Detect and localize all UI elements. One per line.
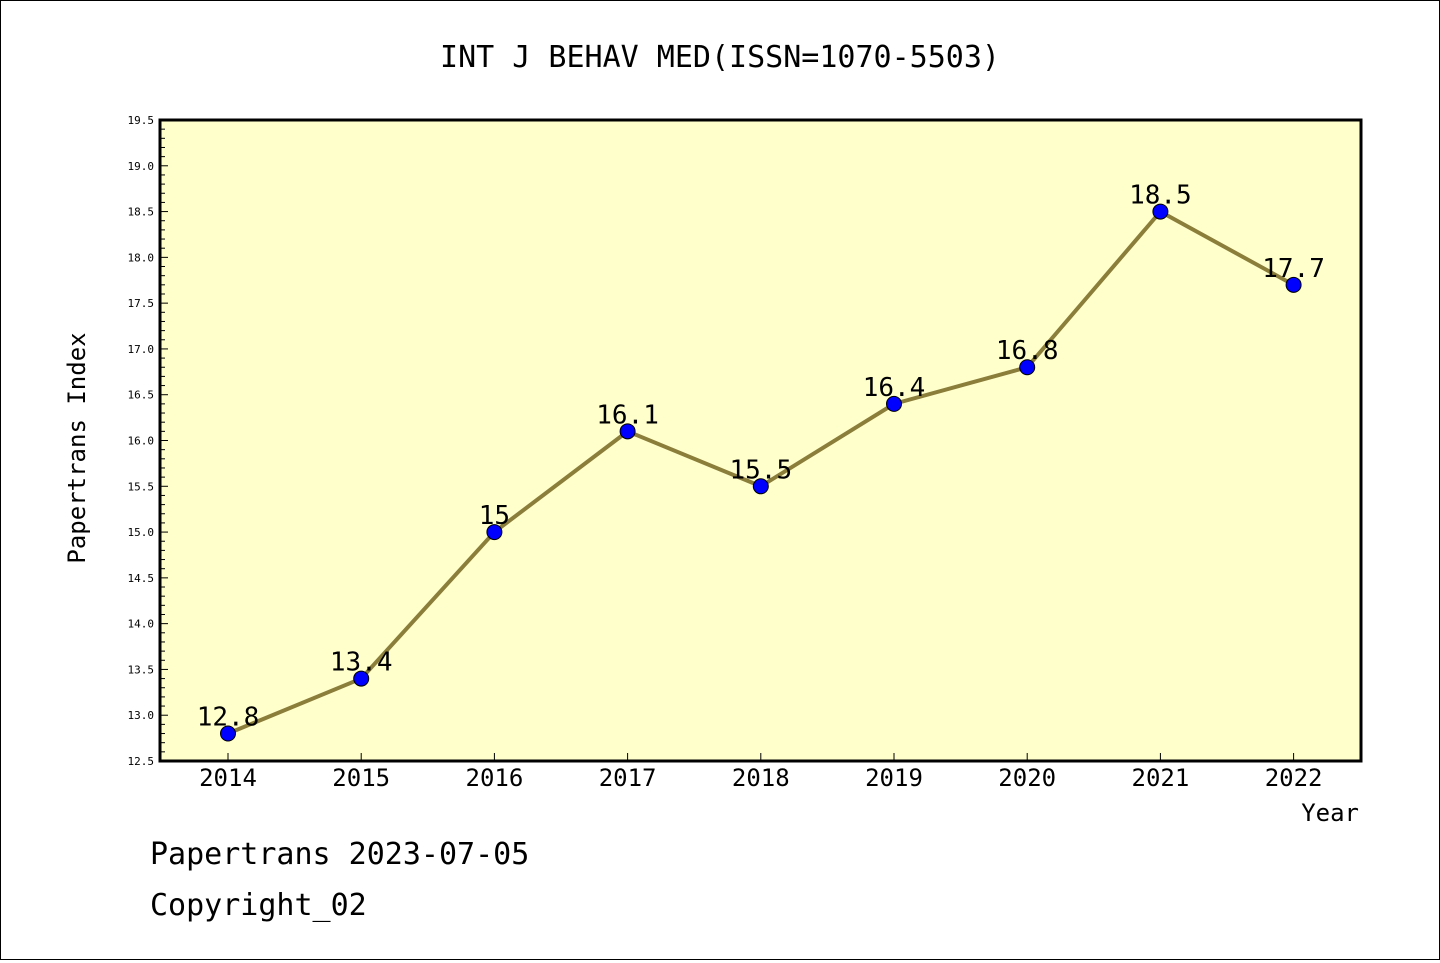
- y-tick-label: 15.5: [128, 480, 155, 493]
- y-tick-label: 14.0: [128, 618, 155, 631]
- x-axis-ticks: [227, 753, 1295, 761]
- plot-area: [158, 118, 1363, 763]
- footer-date: Papertrans 2023-07-05: [150, 837, 529, 872]
- data-point-marker: [1019, 359, 1036, 376]
- y-tick-label: 19.5: [128, 114, 155, 127]
- x-tick-label: 2019: [865, 764, 923, 792]
- data-point-marker: [486, 524, 503, 541]
- y-tick-label: 18.0: [128, 251, 155, 264]
- data-point-marker: [353, 670, 370, 687]
- y-tick-label: 16.5: [128, 389, 155, 402]
- y-tick-label: 18.5: [128, 206, 155, 219]
- y-tick-label: 19.0: [128, 160, 155, 173]
- y-tick-label: 13.5: [128, 663, 155, 676]
- data-point-marker: [619, 423, 636, 440]
- x-tick-label: 2015: [332, 764, 390, 792]
- footer-copyright: Copyright_02: [150, 888, 367, 923]
- data-point-marker: [220, 725, 236, 742]
- y-axis-ticks: [160, 119, 168, 762]
- x-tick-label: 2020: [998, 764, 1056, 792]
- data-point-marker: [1285, 276, 1302, 293]
- data-markers: [220, 203, 1302, 742]
- x-tick-label: 2022: [1265, 764, 1323, 792]
- chart-title: INT J BEHAV MED(ISSN=1070-5503): [440, 40, 1000, 75]
- x-tick-label: 2016: [466, 764, 524, 792]
- y-tick-label: 17.0: [128, 343, 155, 356]
- y-tick-label: 14.5: [128, 572, 155, 585]
- x-axis-label: Year: [1301, 799, 1359, 827]
- y-axis-tick-labels: 12.5 13.0 13.5 14.0 14.5 15.0 15.5 16.0 16.5 17.0…: [128, 114, 155, 768]
- y-tick-label: 13.0: [128, 709, 155, 722]
- x-tick-label: 2018: [732, 764, 790, 792]
- x-tick-label: 2017: [599, 764, 657, 792]
- y-axis-label: Papertrans Index: [63, 332, 91, 563]
- y-tick-label: 15.0: [128, 526, 155, 539]
- x-tick-label: 2014: [199, 764, 257, 792]
- data-point-marker: [752, 478, 769, 495]
- y-tick-label: 17.5: [128, 297, 155, 310]
- y-tick-label: 16.0: [128, 435, 155, 448]
- y-tick-label: 12.5: [128, 755, 155, 768]
- x-tick-label: 2021: [1132, 764, 1190, 792]
- data-point-marker: [1152, 203, 1169, 220]
- data-point-marker: [886, 395, 902, 412]
- x-axis-tick-labels: 2014 2015 2016 2017 2018 2019 2020 2021 2022: [199, 764, 1322, 792]
